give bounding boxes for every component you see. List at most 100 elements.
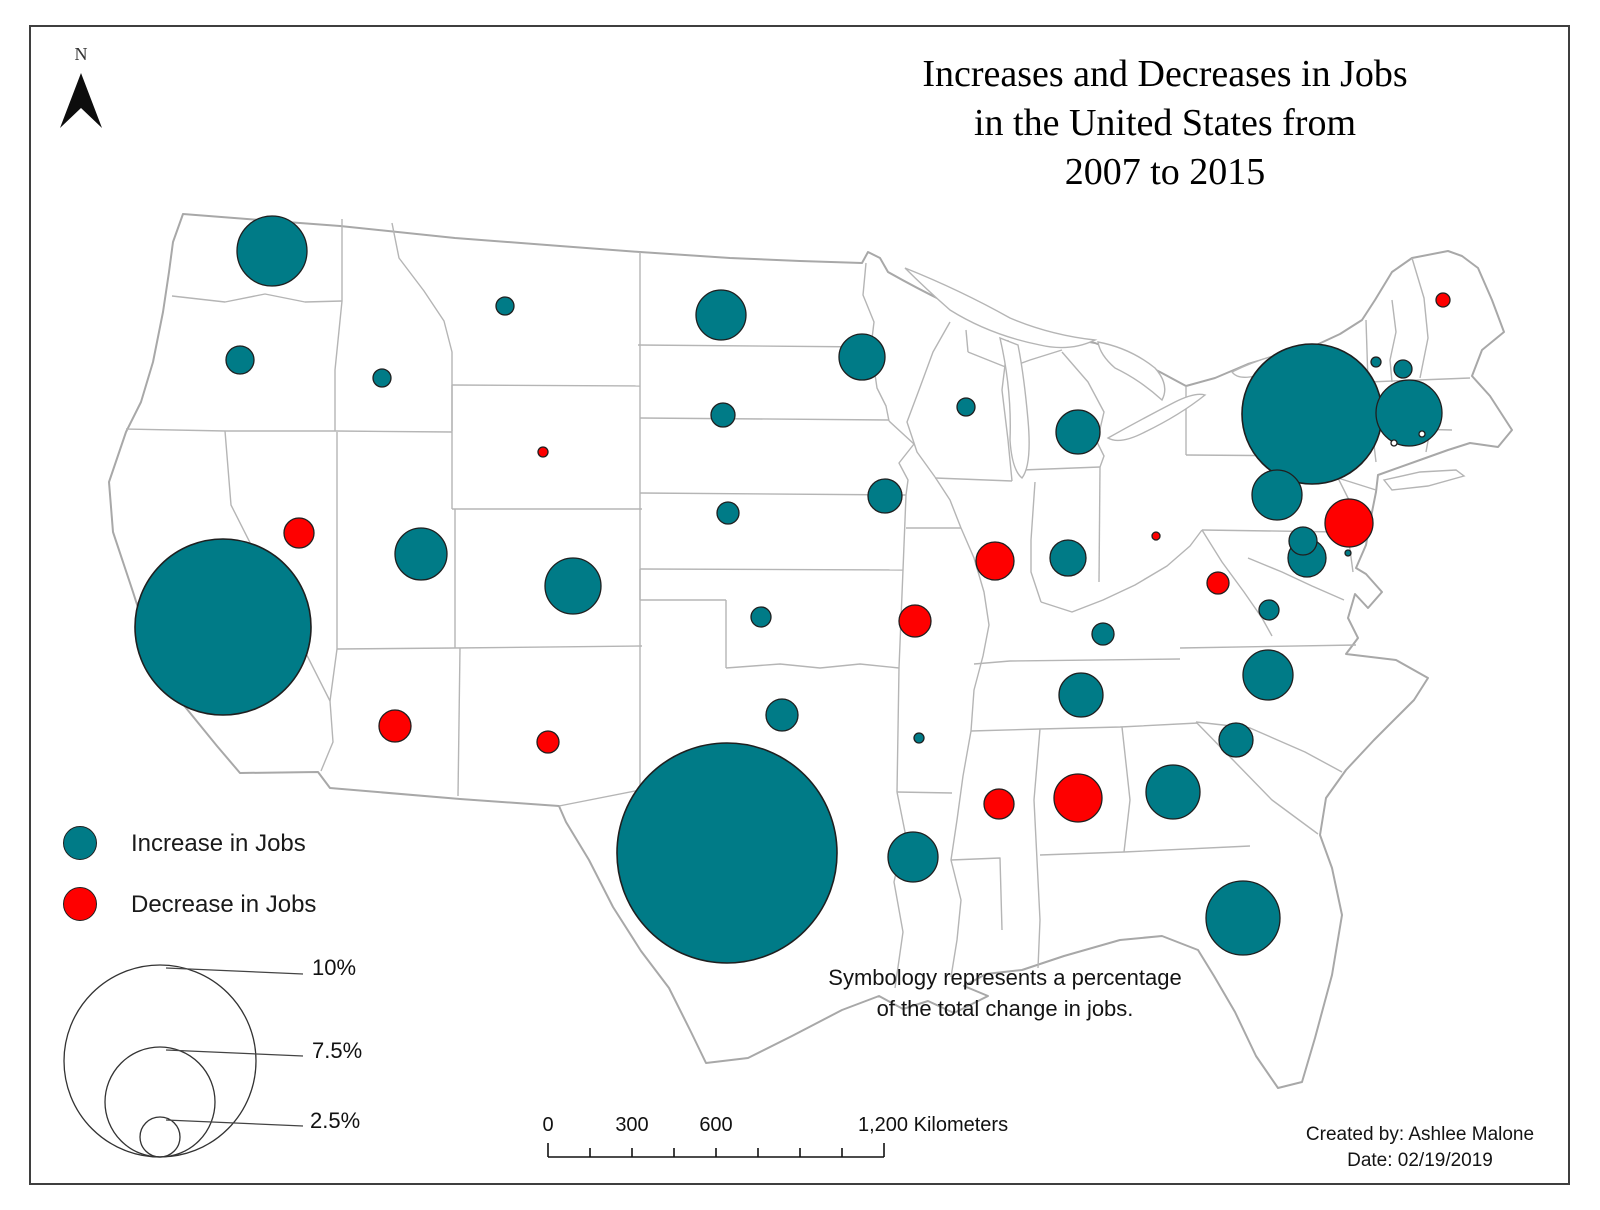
state-border-line (1040, 529, 1203, 613)
symbol-UT-increase (394, 527, 448, 581)
long-island-shape (1382, 469, 1466, 491)
state-border-line (1367, 377, 1471, 383)
state-border-line (1195, 721, 1343, 773)
symbol-DE-increase (1344, 549, 1352, 557)
state-border-line (965, 329, 969, 353)
symbol-WA-increase (236, 215, 308, 287)
state-border-line (1098, 466, 1101, 583)
state-symbols (134, 215, 1451, 964)
state-border-line (950, 857, 1003, 931)
size-legend-circle-10% (63, 964, 257, 1158)
symbol-SD-increase (710, 402, 736, 428)
symbol-IN-increase (1049, 539, 1087, 577)
scale-bar (547, 1143, 885, 1158)
state-border-line (558, 789, 641, 807)
symbol-DC-increase (1288, 526, 1318, 556)
symbol-AL-decrease (1053, 773, 1103, 823)
state-border-line (171, 293, 343, 303)
state-border-line (1039, 845, 1251, 856)
scale-label-300: 300 (615, 1114, 649, 1136)
symbol-ND-increase (695, 289, 747, 341)
state-border-line (862, 262, 875, 348)
us-basemap (108, 213, 1513, 1089)
state-border-line (973, 658, 1181, 665)
state-border-line (1030, 481, 1042, 603)
symbol-AZ-decrease (378, 709, 412, 743)
symbol-MN-increase (838, 333, 886, 381)
symbol-IA-increase (867, 478, 903, 514)
state-border-line (639, 568, 904, 571)
state-border-line (454, 645, 643, 649)
symbol-KS-increase (750, 606, 772, 628)
symbol-VA-increase (1258, 599, 1280, 621)
increase-legend-swatch (63, 826, 97, 860)
symbol-OR-increase (225, 345, 255, 375)
size-legend-leader-line (165, 1119, 304, 1127)
state-border-line (1201, 529, 1341, 533)
symbol-IL-decrease (975, 541, 1015, 581)
symbol-WY-decrease (537, 446, 549, 458)
state-border-line (970, 722, 1199, 732)
great-lake-shape (1106, 393, 1207, 442)
state-border-line (1179, 644, 1357, 649)
symbol-RI-increase (1418, 430, 1426, 438)
state-border-line (888, 420, 915, 496)
symbol-NH-increase (1393, 359, 1413, 379)
symbol-OK-increase (765, 698, 799, 732)
title-line-1: Increases and Decreases in Jobs (922, 53, 1408, 95)
state-border-line (1195, 721, 1319, 835)
state-border-line (334, 219, 343, 431)
state-border-line (1033, 728, 1041, 969)
symbol-CT-increase (1390, 439, 1398, 447)
symbol-GA-increase (1145, 764, 1201, 820)
state-border-line (934, 476, 990, 978)
north-arrow-label: N (74, 44, 88, 64)
symbol-FL-increase (1205, 880, 1281, 956)
symbology-note: Symbology represents a percentage of the… (790, 962, 1220, 1024)
decrease-legend-swatch (63, 887, 97, 921)
state-border-line (1121, 726, 1131, 853)
state-border-line (1337, 477, 1377, 491)
credits-date: Date: 02/19/2019 (1347, 1150, 1493, 1171)
state-border-line (336, 647, 456, 650)
state-border-line (906, 321, 951, 478)
symbol-WI-increase (956, 397, 976, 417)
size-legend-circle-7.5% (104, 1046, 216, 1158)
increase-legend-label: Increase in Jobs (131, 830, 306, 857)
state-border-line (893, 791, 906, 989)
state-border-line (637, 344, 873, 348)
state-border-line (639, 417, 890, 421)
state-border-line (1389, 299, 1397, 383)
state-border-line (1201, 529, 1273, 637)
decrease-legend-label: Decrease in Jobs (131, 891, 317, 918)
symbol-TN-increase (1058, 672, 1104, 718)
symbology-note-line-1: Symbology represents a percentage (828, 965, 1182, 990)
north-arrow-icon (60, 73, 102, 128)
scale-label-1200-kilometers: 1,200 Kilometers (858, 1114, 1009, 1136)
symbol-NY-increase (1241, 343, 1383, 485)
symbol-MT-increase (495, 296, 515, 316)
symbol-NE-increase (716, 501, 740, 525)
state-border-line (1411, 257, 1429, 379)
state-border-line (639, 492, 907, 496)
state-border-line (451, 384, 641, 387)
size-legend-circle-2.5% (139, 1116, 181, 1158)
credits: Created by: Ashlee Malone Date: 02/19/20… (1270, 1122, 1570, 1174)
title-line-2: in the United States from (973, 102, 1357, 144)
title-line-3: 2007 to 2015 (1064, 151, 1266, 193)
state-border-line (334, 430, 453, 433)
symbol-TX-increase (616, 742, 838, 964)
great-lake-shape (904, 267, 1098, 349)
symbol-MA-increase (1375, 379, 1443, 447)
symbol-CA-increase (134, 538, 312, 716)
symbol-MO-decrease (898, 604, 932, 638)
size-legend-leader-line (165, 967, 304, 975)
state-border-line (896, 791, 953, 794)
symbol-OH-decrease (1151, 531, 1161, 541)
symbol-ID-increase (372, 368, 392, 388)
state-border-line (1021, 466, 1101, 471)
symbol-MI-increase (1055, 409, 1101, 455)
great-lake-shape (1097, 341, 1166, 402)
